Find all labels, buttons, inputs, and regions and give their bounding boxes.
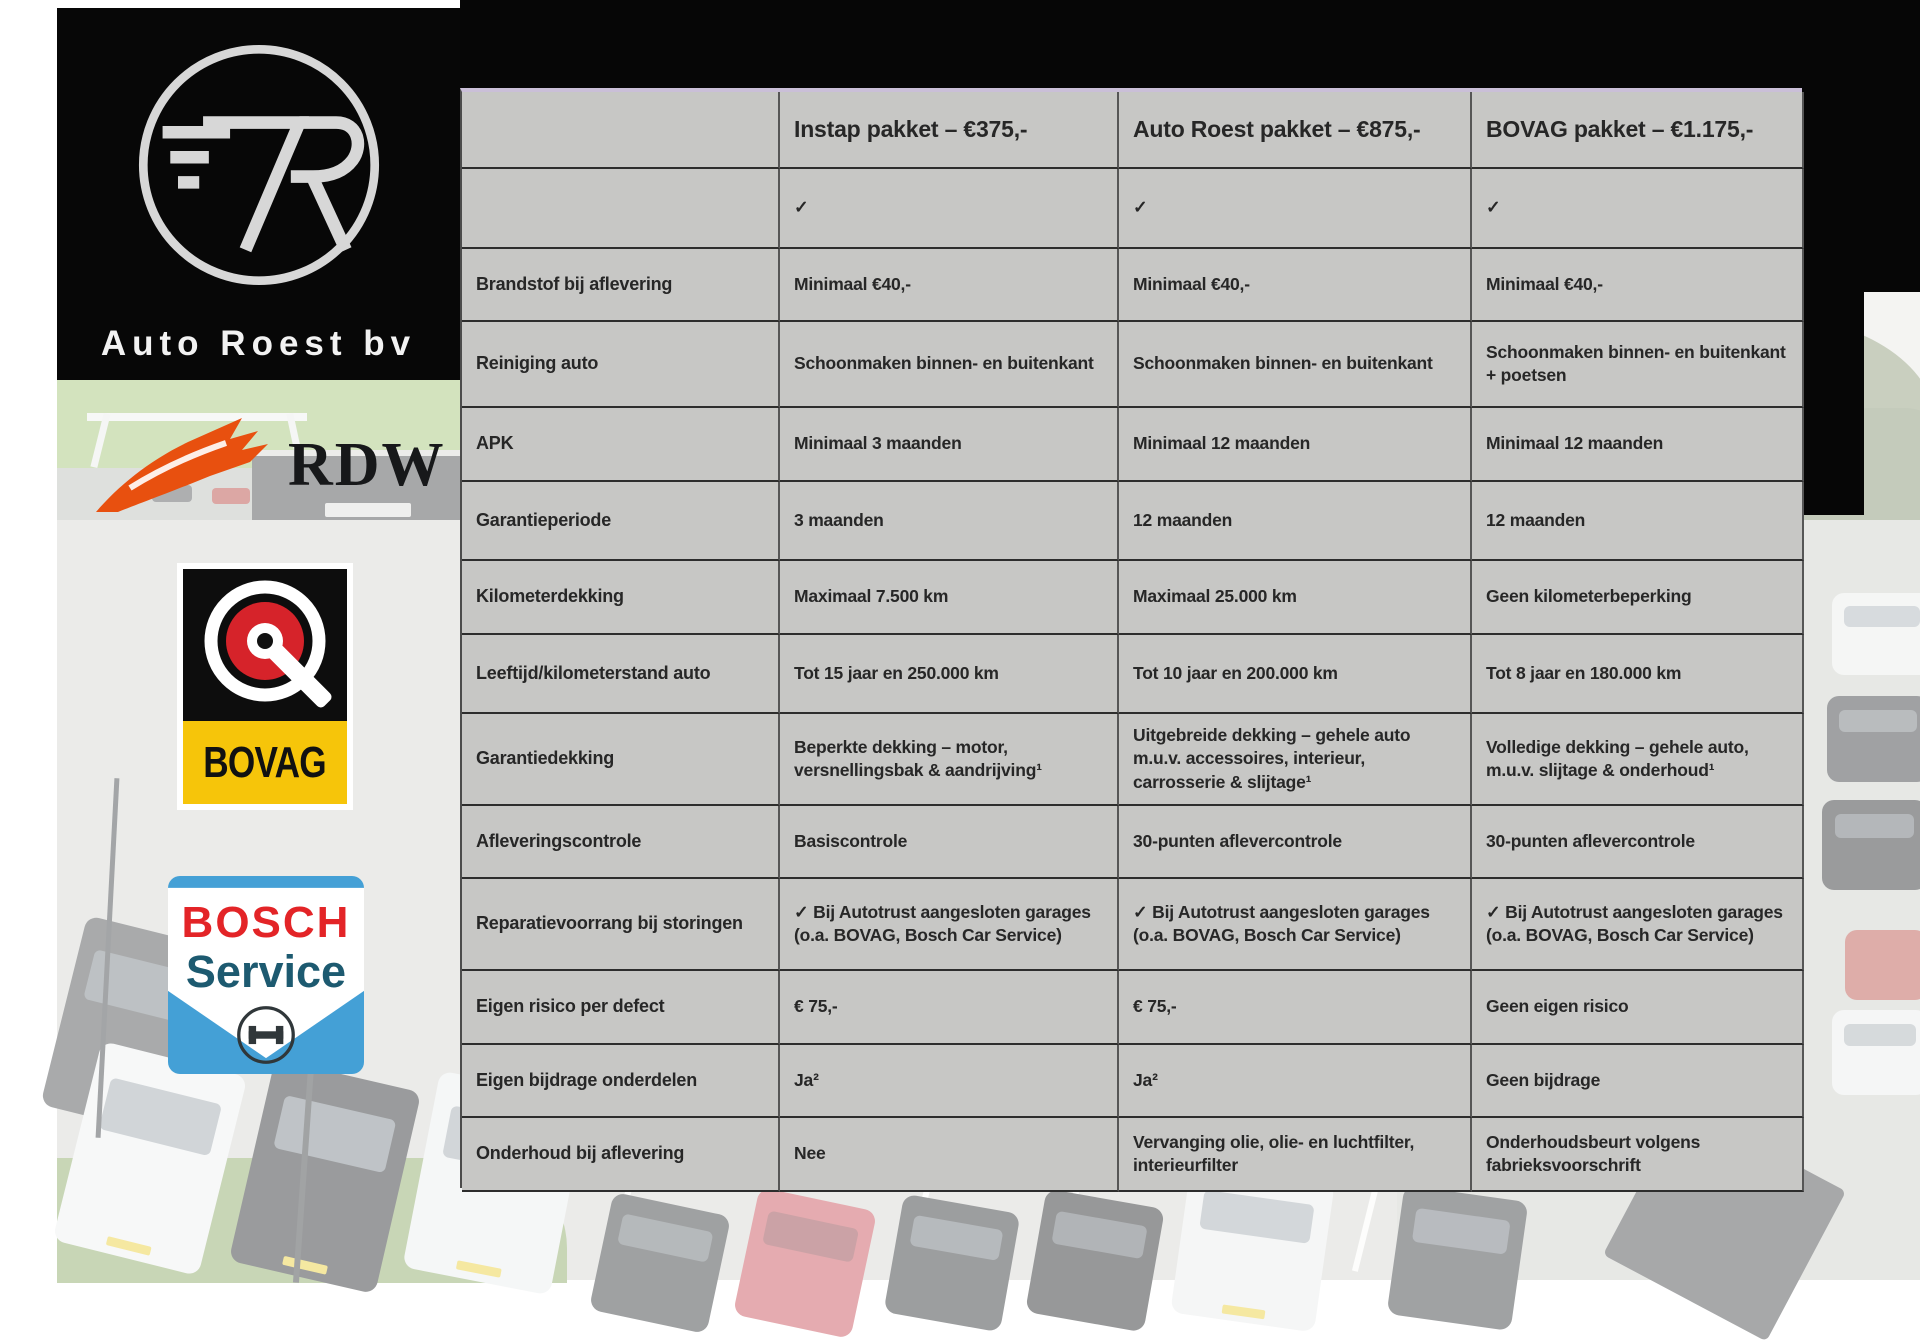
pallets — [182, 522, 272, 538]
row-label-11: Eigen bijdrage onderdelen — [462, 1045, 780, 1118]
table-cell-r5-c2: Maximaal 25.000 km — [1119, 561, 1472, 635]
table-cell-r3-c1: Minimaal 3 maanden — [780, 408, 1119, 482]
bovag-band: BOVAG — [183, 721, 347, 804]
car-shape — [732, 1186, 878, 1340]
table-cell-r11-c3: Geen bijdrage — [1472, 1045, 1804, 1118]
car-shape — [1845, 930, 1920, 1000]
table-cell-r4-c1: 3 maanden — [780, 482, 1119, 561]
auto-roest-logo: Auto Roest bv — [57, 8, 460, 380]
right-black-corner — [1802, 0, 1920, 292]
bosch-service-label: Service — [185, 946, 347, 997]
table-cell-r12-c2: Vervanging olie, olie- en luchtfilter, i… — [1119, 1118, 1472, 1192]
column-header-2: Auto Roest pakket – €875,- — [1119, 92, 1472, 169]
table-cell-r9-c3: ✓ Bij Autotrust aangesloten garages (o.a… — [1472, 879, 1804, 971]
car-shape — [1822, 800, 1920, 890]
dealer-name: Auto Roest bv — [100, 324, 417, 363]
car-shape — [1832, 1010, 1920, 1095]
row-label-1: Brandstof bij aflevering — [462, 249, 780, 322]
table-cell-r0-c3: ✓ — [1472, 169, 1804, 249]
table-cell-r4-c3: 12 maanden — [1472, 482, 1804, 561]
car-shape — [1025, 1188, 1165, 1333]
table-cell-r1-c1: Minimaal €40,- — [780, 249, 1119, 322]
table-cell-r2-c2: Schoonmaken binnen- en buitenkant — [1119, 322, 1472, 408]
table-cell-r4-c2: 12 maanden — [1119, 482, 1472, 561]
car-shape — [883, 1193, 1021, 1333]
package-comparison-table: Instap pakket – €375,- Auto Roest pakket … — [460, 88, 1804, 1192]
column-header-1: Instap pakket – €375,- — [780, 92, 1119, 169]
row-label-5: Kilometerdekking — [462, 561, 780, 635]
table-cell-r3-c3: Minimaal 12 maanden — [1472, 408, 1804, 482]
bovag-label: BOVAG — [203, 737, 327, 787]
table-cell-r6-c2: Tot 10 jaar en 200.000 km — [1119, 635, 1472, 714]
table-cell-r6-c1: Tot 15 jaar en 250.000 km — [780, 635, 1119, 714]
row-label-2: Reiniging auto — [462, 322, 780, 408]
bovag-logo: BOVAG — [177, 563, 353, 810]
table-cell-r1-c2: Minimaal €40,- — [1119, 249, 1472, 322]
table-cell-r10-c3: Geen eigen risico — [1472, 971, 1804, 1045]
row-label-8: Afleveringscontrole — [462, 806, 780, 879]
table-cell-r9-c1: ✓ Bij Autotrust aangesloten garages (o.a… — [780, 879, 1119, 971]
car-shape — [1832, 593, 1920, 675]
top-black-band — [460, 0, 1920, 90]
table-cell-r9-c2: ✓ Bij Autotrust aangesloten garages (o.a… — [1119, 879, 1472, 971]
rdw-swoosh-icon — [96, 418, 268, 512]
table-cell-r12-c3: Onderhoudsbeurt volgens fabrieksvoorschr… — [1472, 1118, 1804, 1192]
row-label-0 — [462, 169, 780, 249]
table-cell-r7-c1: Beperkte dekking – motor, versnellingsba… — [780, 714, 1119, 806]
table-cell-r10-c1: € 75,- — [780, 971, 1119, 1045]
row-label-9: Reparatievoorrang bij storingen — [462, 879, 780, 971]
table-cell-r2-c1: Schoonmaken binnen- en buitenkant — [780, 322, 1119, 408]
table-cell-r7-c3: Volledige dekking – gehele auto, m.u.v. … — [1472, 714, 1804, 806]
table-cell-r3-c2: Minimaal 12 maanden — [1119, 408, 1472, 482]
table-cell-r1-c3: Minimaal €40,- — [1472, 249, 1804, 322]
hedge — [1812, 658, 1920, 1218]
car-shape — [272, 484, 308, 499]
car-shape — [212, 488, 250, 504]
row-label-7: Garantiedekking — [462, 714, 780, 806]
bosch-service-logo: BOSCH Service — [168, 876, 364, 1074]
table-cell-r5-c3: Geen kilometerbeperking — [1472, 561, 1804, 635]
corner-header-cell — [462, 92, 780, 169]
table-cell-r8-c2: 30-punten aflevercontrole — [1119, 806, 1472, 879]
table-cell-r6-c3: Tot 8 jaar en 180.000 km — [1472, 635, 1804, 714]
table-cell-r11-c2: Ja² — [1119, 1045, 1472, 1118]
row-label-10: Eigen risico per defect — [462, 971, 780, 1045]
auto-roest-monogram-icon — [138, 44, 379, 286]
column-header-3: BOVAG pakket – €1.175,- — [1472, 92, 1804, 169]
car-shape — [1827, 696, 1920, 782]
bosch-armature-icon — [237, 1006, 295, 1064]
table-cell-r2-c3: Schoonmaken binnen- en buitenkant + poet… — [1472, 322, 1804, 408]
row-label-12: Onderhoud bij aflevering — [462, 1118, 780, 1192]
bovag-wrench-icon — [204, 580, 332, 708]
building-sign — [325, 503, 411, 517]
table-cell-r8-c1: Basiscontrole — [780, 806, 1119, 879]
table-cell-r7-c2: Uitgebreide dekking – gehele auto m.u.v.… — [1119, 714, 1472, 806]
table-cell-r0-c1: ✓ — [780, 169, 1119, 249]
bosch-label: BOSCH — [181, 898, 351, 947]
car-shape — [588, 1191, 732, 1335]
rdw-label: RDW — [288, 431, 446, 499]
bovag-emblem — [183, 569, 347, 721]
table-cell-r5-c1: Maximaal 7.500 km — [780, 561, 1119, 635]
table-cell-r10-c2: € 75,- — [1119, 971, 1472, 1045]
table-cell-r8-c3: 30-punten aflevercontrole — [1472, 806, 1804, 879]
table-cell-r12-c1: Nee — [780, 1118, 1119, 1192]
table-cell-r11-c1: Ja² — [780, 1045, 1119, 1118]
car-shape — [1386, 1184, 1529, 1332]
row-label-4: Garantieperiode — [462, 482, 780, 561]
table-cell-r0-c2: ✓ — [1119, 169, 1472, 249]
gantry — [87, 413, 307, 421]
rdw-logo: RDW — [90, 408, 444, 528]
row-label-3: APK — [462, 408, 780, 482]
row-label-6: Leeftijd/kilometerstand auto — [462, 635, 780, 714]
